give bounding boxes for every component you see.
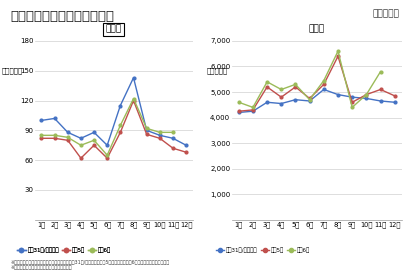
Text: ※国土交通省「宿泊旅行統計調査」による（平成31年/令和元年、令和5年は確定値、令和6年は宿泊旅行統計調査）。: ※国土交通省「宿泊旅行統計調査」による（平成31年/令和元年、令和5年は確定値、… xyxy=(10,260,169,265)
Text: 新潟県: 新潟県 xyxy=(106,25,121,34)
Text: ※複数回答により合計値が異なる場合がある。: ※複数回答により合計値が異なる場合がある。 xyxy=(10,265,72,270)
Text: 全　国: 全 国 xyxy=(308,25,324,34)
Text: 国土交通省: 国土交通省 xyxy=(372,10,399,19)
Text: （万人泊）: （万人泊） xyxy=(2,68,23,74)
Legend: 平成31年/令和元年, 令和5年, 令和6年: 平成31年/令和元年, 令和5年, 令和6年 xyxy=(213,245,311,255)
Text: （万人泊）: （万人泊） xyxy=(207,68,228,74)
Text: 延べ宿泊者数の推移（年別）: 延べ宿泊者数の推移（年別） xyxy=(10,10,114,23)
Legend: 平成31年/令和元年, 令和5年, 令和6年: 平成31年/令和元年, 令和5年, 令和6年 xyxy=(15,245,113,255)
